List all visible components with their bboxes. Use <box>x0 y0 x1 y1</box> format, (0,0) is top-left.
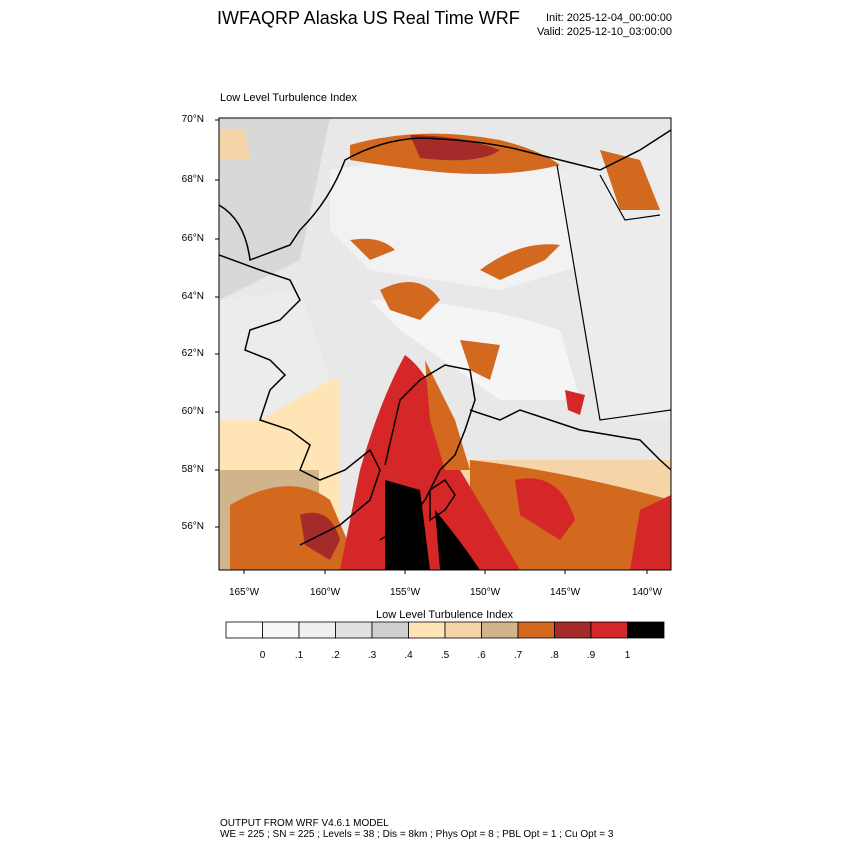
lon-label-140: 140°W <box>631 587 663 598</box>
colorbar-label: .9 <box>586 650 596 661</box>
field-brown-sw <box>300 512 340 560</box>
coastlines <box>219 129 671 546</box>
colorbar-box <box>554 621 592 639</box>
south-coast <box>469 409 671 471</box>
north-coast <box>219 129 671 262</box>
field-north-brown <box>410 135 500 161</box>
field-orange-band <box>425 360 470 470</box>
lat-label-66: 66°N <box>181 233 204 244</box>
map-frame <box>218 117 672 571</box>
canada-border <box>556 164 671 421</box>
valid-time: Valid: 2025-12-10_03:00:00 <box>537 26 672 38</box>
lon-label-145: 145°W <box>549 587 581 598</box>
colorbar-label: .5 <box>440 650 450 661</box>
kodiak-island <box>429 478 456 522</box>
footer-params: WE = 225 ; SN = 225 ; Levels = 38 ; Dis … <box>220 829 614 840</box>
colorbar-label: 0 <box>259 650 266 661</box>
field-ridge-4 <box>565 390 585 415</box>
field-east-red <box>630 495 671 570</box>
colorbar-box <box>335 621 373 639</box>
colorbar <box>225 621 665 639</box>
colorbar-box <box>262 621 300 639</box>
lon-label-160: 160°W <box>309 587 341 598</box>
field-land-yk <box>219 290 330 420</box>
borders <box>556 164 671 421</box>
field-land-west <box>219 118 330 300</box>
field-ridge-2 <box>380 282 440 320</box>
colorbar-box <box>481 621 519 639</box>
lat-label-68: 68°N <box>181 174 204 185</box>
lat-label-62: 62°N <box>181 348 204 359</box>
colorbar-label: 1 <box>624 650 631 661</box>
colorbar-box <box>371 621 409 639</box>
lat-label-60: 60°N <box>181 406 204 417</box>
territory-border <box>599 174 661 221</box>
field-nw-patch <box>220 130 250 160</box>
colorbar-label: .6 <box>477 650 486 661</box>
colorbar-label: .4 <box>404 650 413 661</box>
lat-label-70: 70°N <box>181 114 204 125</box>
lat-label-58: 58°N <box>181 464 204 475</box>
turbulence-field <box>219 118 671 570</box>
colorbar-box <box>444 621 482 639</box>
field-ne-orange <box>600 150 660 210</box>
colorbar-box <box>298 621 336 639</box>
axis-ticks <box>215 119 648 574</box>
lat-label-64: 64°N <box>181 291 204 302</box>
colorbar-box <box>590 621 628 639</box>
colorbar-box <box>517 621 555 639</box>
colorbar-box <box>225 621 263 639</box>
cook-inlet-coast <box>379 364 476 541</box>
plot-title: Low Level Turbulence Index <box>220 92 357 104</box>
lon-label-150: 150°W <box>469 587 501 598</box>
main-title: IWFAQRP Alaska US Real Time WRF <box>217 8 520 28</box>
colorbar-label: .2 <box>331 650 340 661</box>
footer-model: OUTPUT FROM WRF V4.6.1 MODEL <box>220 818 389 829</box>
west-coast <box>219 254 381 546</box>
colorbar-label: .3 <box>367 650 377 661</box>
colorbar-label: .7 <box>513 650 523 661</box>
field-black-core <box>385 480 430 570</box>
colorbar-box <box>627 621 665 639</box>
field-black-strip <box>435 510 480 570</box>
colorbar-title: Low Level Turbulence Index <box>376 609 513 621</box>
field-gulf-red <box>515 478 575 540</box>
field-ridge-1 <box>480 244 560 280</box>
field-ridge-5 <box>350 238 395 260</box>
colorbar-label: .8 <box>550 650 559 661</box>
lon-label-155: 155°W <box>389 587 421 598</box>
colorbar-label: .1 <box>294 650 304 661</box>
lon-label-165: 165°W <box>228 587 260 598</box>
lat-label-56: 56°N <box>181 521 204 532</box>
colorbar-box <box>408 621 446 639</box>
init-time: Init: 2025-12-04_00:00:00 <box>546 12 672 24</box>
